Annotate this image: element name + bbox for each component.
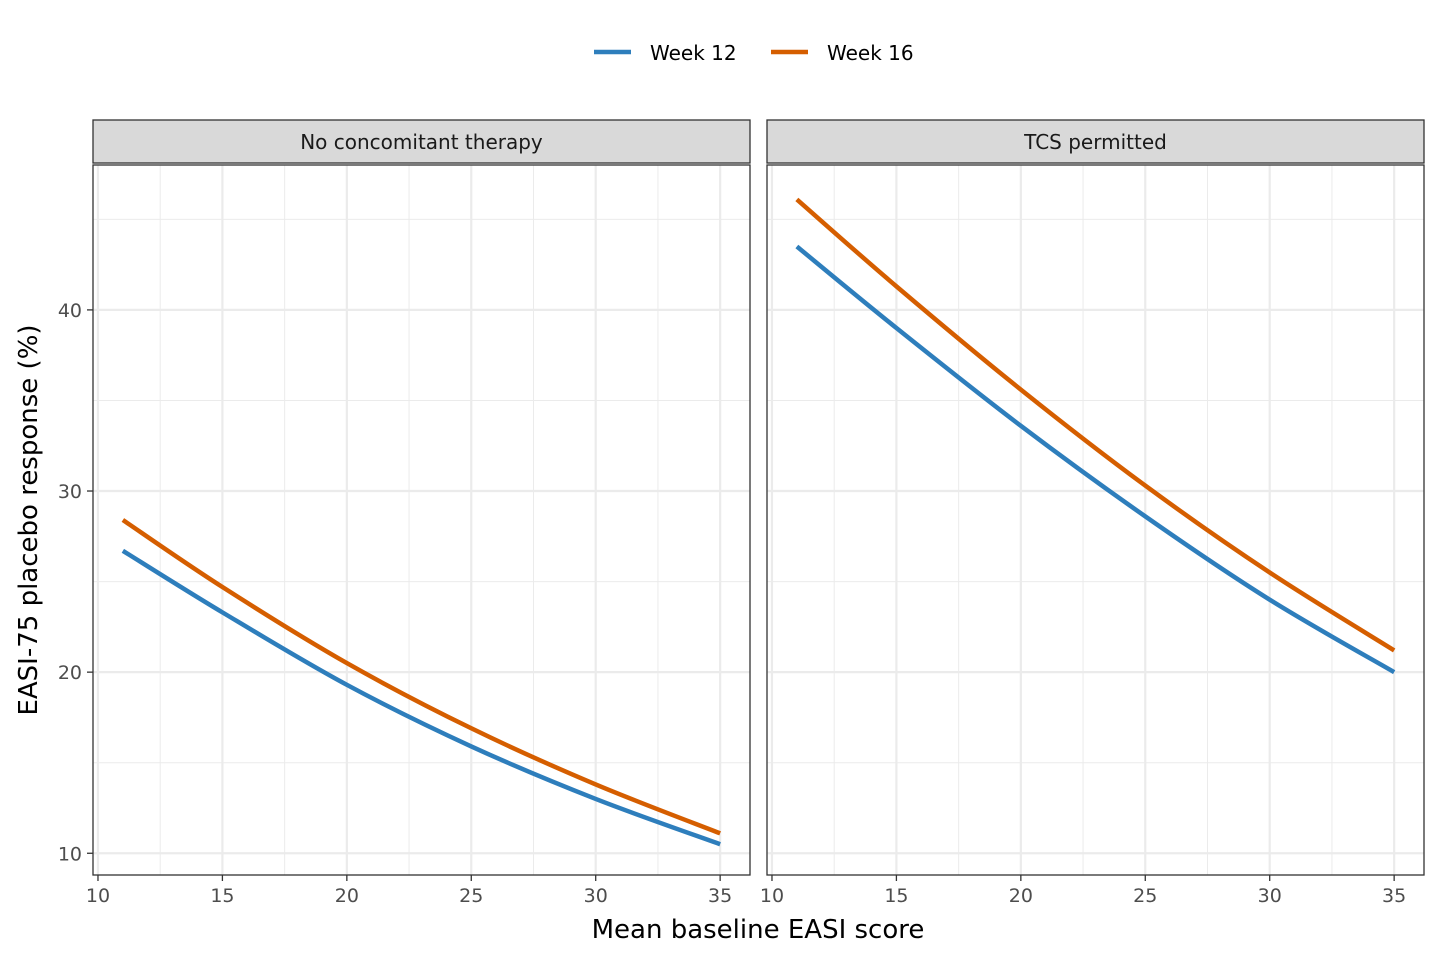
line-week-12	[795, 244, 1396, 675]
line-week-12	[121, 548, 721, 847]
x-tick-label: 25	[1133, 885, 1157, 907]
series-group	[121, 518, 721, 847]
x-tick-label: 20	[335, 885, 359, 907]
series-group	[795, 197, 1396, 675]
plot-background	[767, 165, 1424, 875]
panel-no-concomitant-therapy: No concomitant therapy 10 15 20 25 30 35 10 20…	[58, 119, 751, 907]
x-tick-label: 35	[1382, 885, 1406, 907]
plot-background	[93, 165, 750, 875]
y-tick-label: 20	[58, 662, 82, 684]
line-week-16	[795, 197, 1396, 653]
x-tick-label: 20	[1009, 885, 1033, 907]
strip-label: No concomitant therapy	[300, 130, 543, 154]
grid-major	[93, 165, 750, 875]
x-tick-label: 30	[584, 885, 608, 907]
x-axis-title: Mean baseline EASI score	[592, 915, 925, 945]
grid-minor	[767, 165, 1424, 875]
x-tick-label: 15	[884, 885, 908, 907]
y-axis: 10 20 30 40	[58, 300, 93, 865]
legend-label-week-16: Week 16	[827, 41, 914, 65]
y-axis-title: EASI-75 placebo response (%)	[14, 324, 44, 715]
panel-border	[766, 164, 1425, 876]
x-tick-label: 10	[760, 885, 784, 907]
x-tick-label: 25	[459, 885, 483, 907]
strip-background	[92, 119, 751, 164]
legend-label-week-12: Week 12	[650, 41, 737, 65]
x-tick-label: 30	[1258, 885, 1282, 907]
x-axis: 10 15 20 25 30 35	[760, 875, 1406, 907]
strip-background	[766, 119, 1425, 164]
y-tick-label: 10	[58, 843, 82, 865]
x-tick-label: 10	[86, 885, 110, 907]
y-tick-label: 40	[58, 300, 82, 322]
x-tick-label: 35	[708, 885, 732, 907]
y-tick-label: 30	[58, 481, 82, 503]
strip-label: TCS permitted	[1023, 130, 1167, 154]
line-week-16	[121, 518, 721, 836]
panel-border	[92, 164, 751, 876]
x-axis: 10 15 20 25 30 35	[86, 875, 732, 907]
legend: Week 12 Week 16	[594, 41, 914, 65]
panel-tcs-permitted: TCS permitted 10 15 20 25 30 35	[760, 119, 1425, 907]
x-tick-label: 15	[210, 885, 234, 907]
